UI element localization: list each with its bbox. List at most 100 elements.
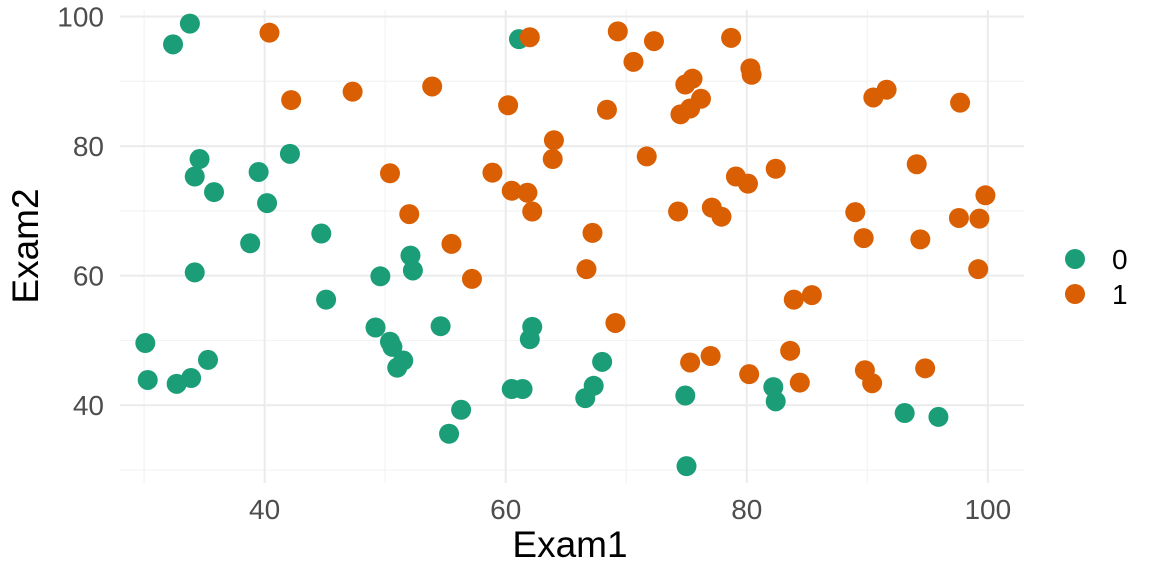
data-point-class-0 — [928, 406, 949, 427]
x-tick-label: 80 — [731, 494, 762, 525]
data-point-class-0 — [181, 368, 202, 389]
legend-key-0 — [1065, 249, 1085, 269]
x-tick-label: 40 — [249, 494, 280, 525]
data-point-class-1 — [517, 182, 538, 203]
x-axis-title: Exam1 — [512, 524, 627, 565]
data-point-class-0 — [204, 182, 225, 203]
data-point-class-1 — [910, 229, 931, 250]
data-point-class-1 — [643, 31, 664, 52]
data-point-class-1 — [576, 259, 597, 280]
data-point-class-0 — [676, 456, 697, 477]
data-point-class-0 — [163, 34, 184, 55]
data-point-class-1 — [737, 173, 758, 194]
data-point-class-1 — [501, 180, 522, 201]
data-point-class-1 — [853, 228, 874, 249]
data-point-class-1 — [636, 146, 657, 167]
data-point-class-0 — [135, 333, 156, 354]
data-point-class-0 — [184, 262, 205, 283]
data-point-class-1 — [801, 285, 822, 306]
data-point-class-0 — [402, 260, 423, 281]
legend-key-1 — [1065, 284, 1085, 304]
data-point-class-1 — [906, 154, 927, 175]
x-tick-label: 60 — [490, 494, 521, 525]
legend: 01 — [1065, 244, 1128, 310]
data-point-class-1 — [422, 76, 443, 97]
data-point-class-1 — [862, 373, 883, 394]
data-point-class-1 — [379, 163, 400, 184]
data-point-class-0 — [189, 149, 210, 170]
data-point-class-0 — [439, 423, 460, 444]
data-point-class-0 — [240, 233, 261, 254]
data-point-class-1 — [975, 185, 996, 206]
data-point-class-1 — [519, 27, 540, 48]
data-point-class-0 — [257, 193, 278, 214]
x-tick-label: 100 — [964, 494, 1011, 525]
data-point-class-1 — [780, 340, 801, 361]
data-point-class-1 — [342, 81, 363, 102]
data-point-class-0 — [393, 350, 414, 371]
y-tick-label: 60 — [73, 261, 104, 292]
data-point-class-0 — [675, 385, 696, 406]
data-point-class-0 — [179, 13, 200, 34]
data-point-class-1 — [969, 208, 990, 229]
data-point-class-1 — [741, 64, 762, 85]
data-point-class-1 — [607, 21, 628, 42]
data-point-class-0 — [894, 403, 915, 424]
data-point-class-1 — [543, 130, 564, 151]
data-point-class-1 — [281, 90, 302, 111]
data-point-class-1 — [876, 79, 897, 100]
data-point-class-1 — [739, 364, 760, 385]
data-point-class-0 — [763, 377, 784, 398]
data-point-class-1 — [968, 259, 989, 280]
data-point-class-0 — [184, 166, 205, 187]
data-point-class-0 — [430, 316, 451, 337]
data-point-class-0 — [197, 349, 218, 370]
data-point-class-1 — [623, 51, 644, 72]
data-point-class-0 — [137, 369, 158, 390]
data-point-class-0 — [279, 143, 300, 164]
data-point-class-1 — [690, 88, 711, 109]
data-point-class-1 — [482, 162, 503, 183]
data-point-class-1 — [845, 202, 866, 223]
tick-labels: 40 60 80 100 40 60 80 100 — [57, 1, 1011, 525]
data-point-class-0 — [316, 289, 337, 310]
y-tick-label: 40 — [73, 390, 104, 421]
data-point-class-0 — [382, 336, 403, 357]
data-point-class-1 — [950, 92, 971, 113]
y-axis-title: Exam2 — [5, 188, 46, 303]
data-point-class-0 — [501, 379, 522, 400]
data-point-class-1 — [668, 201, 689, 222]
data-point-class-1 — [789, 372, 810, 393]
data-point-class-0 — [519, 329, 540, 350]
data-point-class-1 — [522, 201, 543, 222]
legend-label-1: 1 — [1112, 279, 1128, 310]
data-point-class-1 — [582, 222, 603, 243]
y-tick-label: 100 — [57, 1, 104, 32]
y-tick-label: 80 — [73, 131, 104, 162]
data-point-class-0 — [575, 388, 596, 409]
data-point-class-1 — [542, 149, 563, 170]
grid-lines — [120, 10, 1024, 483]
data-point-class-1 — [498, 95, 519, 116]
data-point-class-0 — [311, 223, 332, 244]
data-point-class-1 — [399, 204, 420, 225]
data-point-class-1 — [670, 104, 691, 125]
data-point-class-1 — [765, 158, 786, 179]
data-point-class-1 — [675, 74, 696, 95]
data-point-class-1 — [700, 346, 721, 367]
data-point-class-1 — [783, 289, 804, 310]
data-point-class-1 — [461, 268, 482, 289]
data-point-class-0 — [451, 399, 472, 420]
data-point-class-1 — [680, 352, 701, 373]
data-point-class-1 — [711, 206, 732, 227]
data-point-class-1 — [259, 22, 280, 43]
data-points — [135, 13, 996, 477]
data-point-class-1 — [596, 99, 617, 120]
data-point-class-1 — [721, 27, 742, 48]
data-point-class-0 — [592, 351, 613, 372]
data-point-class-0 — [365, 317, 386, 338]
data-point-class-1 — [915, 358, 936, 379]
data-point-class-1 — [605, 312, 626, 333]
legend-label-0: 0 — [1112, 244, 1128, 275]
